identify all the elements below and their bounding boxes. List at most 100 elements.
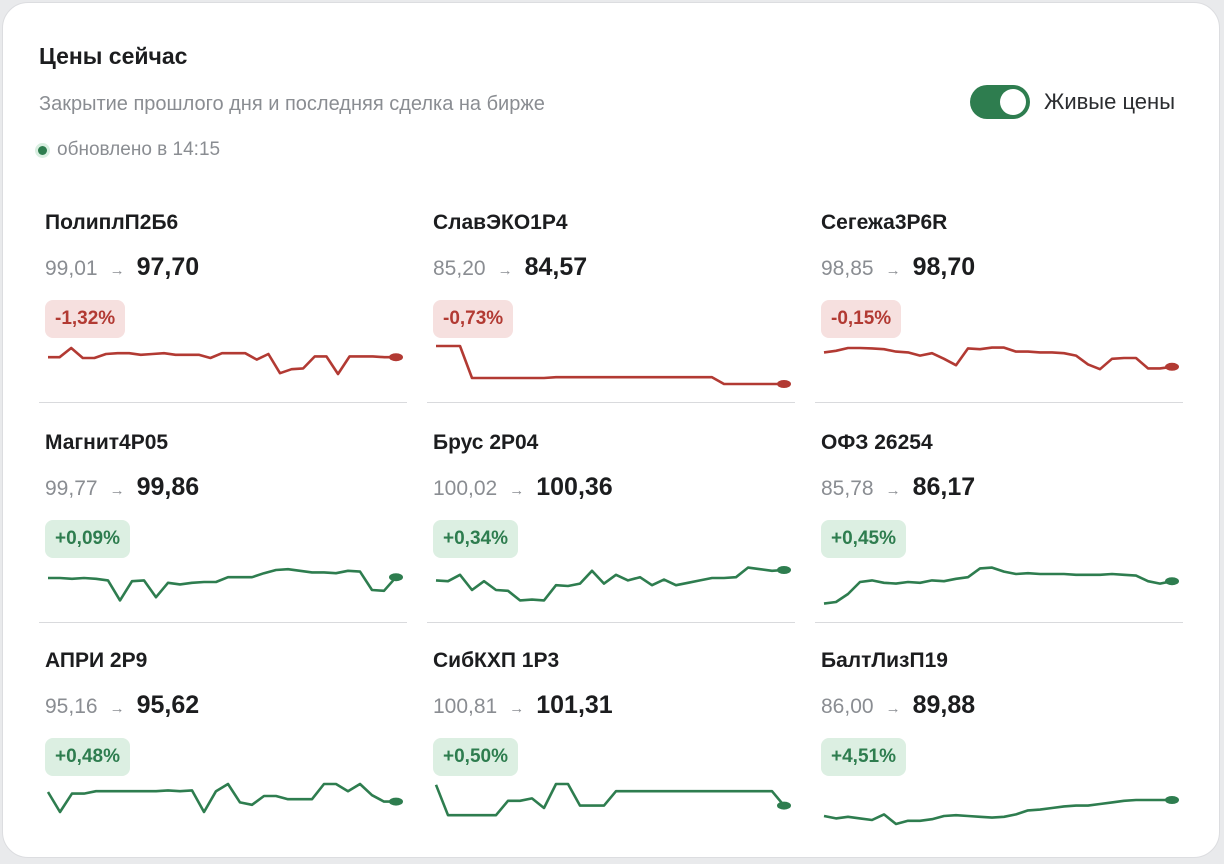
price-pair: 100,02 → 100,36 (433, 473, 613, 502)
change-badge: -0,73% (433, 300, 514, 338)
bond-name: АПРИ 2Р9 (45, 649, 148, 672)
price-pair: 95,16 → 95,62 (45, 691, 199, 720)
sparkline-end-marker (1165, 577, 1179, 586)
sparkline-end-marker (777, 380, 791, 388)
bond-name: Брус 2Р04 (433, 431, 539, 454)
bond-name: Сегежа3Р6R (821, 211, 948, 234)
sparkline (436, 344, 791, 388)
arrow-right-icon: → (509, 700, 525, 717)
change-badge: +0,50% (433, 738, 518, 776)
updated-time-text: обновлено в 14:15 (57, 139, 221, 160)
live-prices-label[interactable]: Живые цены (1044, 89, 1176, 114)
bond-card[interactable]: БалтЛизП19 86,00 → 89,88 +4,51% (815, 623, 1183, 841)
last-price: 100,36 (536, 473, 613, 501)
sparkline (46, 782, 403, 814)
bond-card[interactable]: ПолиплП2Б6 99,01 → 97,70 -1,32% (39, 185, 407, 403)
price-pair: 86,00 → 89,88 (821, 691, 975, 720)
sparkline-end-marker (389, 573, 403, 582)
arrow-right-icon: → (885, 482, 901, 499)
last-price: 89,88 (912, 691, 976, 719)
sparkline (823, 346, 1179, 371)
change-badge: +0,45% (821, 520, 906, 558)
arrow-right-icon: → (109, 482, 125, 499)
previous-close: 85,20 (433, 257, 486, 280)
update-status: обновлено в 14:15 (35, 139, 220, 161)
sparkline (434, 782, 791, 817)
change-badge: +0,09% (45, 520, 130, 558)
sparkline-path (436, 344, 784, 386)
price-pair: 98,85 → 98,70 (821, 253, 975, 282)
sparkline-path (48, 567, 397, 602)
bond-card[interactable]: Сегежа3Р6R 98,85 → 98,70 -0,15% (815, 185, 1183, 403)
last-price: 99,86 (136, 473, 200, 501)
arrow-right-icon: → (885, 262, 901, 279)
card-title: Цены сейчас (39, 43, 188, 69)
sparkline-end-marker (777, 801, 791, 810)
arrow-right-icon: → (509, 482, 525, 499)
sparkline-path (434, 782, 785, 817)
toggle-knob (1000, 89, 1026, 115)
previous-close: 100,02 (433, 477, 498, 500)
arrow-right-icon: → (497, 262, 513, 279)
sparkline-end-marker (777, 566, 791, 574)
price-pair: 99,77 → 99,86 (45, 473, 199, 502)
bond-card[interactable]: АПРИ 2Р9 95,16 → 95,62 +0,48% (39, 623, 407, 841)
previous-close: 99,01 (45, 257, 98, 280)
bond-card[interactable]: Магнит4Р05 99,77 → 99,86 +0,09% (39, 405, 407, 623)
bond-name: ОФЗ 26254 (821, 431, 933, 454)
sparkline (48, 346, 403, 376)
bond-card[interactable]: ОФЗ 26254 85,78 → 86,17 +0,45% (815, 405, 1183, 623)
bond-name: СлавЭКО1Р4 (433, 211, 568, 234)
sparkline (435, 566, 791, 602)
live-prices-toggle-group[interactable]: Живые цены (970, 85, 1175, 119)
previous-close: 98,85 (821, 257, 874, 280)
previous-close: 86,00 (821, 695, 874, 718)
bond-card[interactable]: СибКХП 1Р3 100,81 → 101,31 +0,50% (427, 623, 795, 841)
sparkline-path (823, 566, 1173, 605)
live-prices-toggle[interactable] (970, 85, 1030, 119)
sparkline-end-marker (1165, 362, 1179, 371)
last-price: 84,57 (524, 253, 588, 281)
bond-name: СибКХП 1Р3 (433, 649, 560, 672)
change-badge: +0,48% (45, 738, 130, 776)
previous-close: 85,78 (821, 477, 874, 500)
bond-name: ПолиплП2Б6 (45, 211, 179, 234)
change-badge: -1,32% (45, 300, 126, 338)
previous-close: 99,77 (45, 477, 98, 500)
price-pair: 99,01 → 97,70 (45, 253, 199, 282)
sparkline-path (435, 566, 785, 602)
price-pair: 85,78 → 86,17 (821, 473, 975, 502)
arrow-right-icon: → (885, 700, 901, 717)
last-price: 101,31 (536, 691, 613, 719)
price-pair: 100,81 → 101,31 (433, 691, 613, 720)
sparkline-end-marker (1165, 796, 1179, 804)
sparkline-path (823, 346, 1173, 371)
bond-name: БалтЛизП19 (821, 649, 948, 672)
previous-close: 100,81 (433, 695, 498, 718)
last-price: 86,17 (912, 473, 976, 501)
arrow-right-icon: → (109, 262, 125, 279)
sparkline (823, 796, 1179, 826)
sparkline-end-marker (389, 353, 403, 362)
bond-card[interactable]: Брус 2Р04 100,02 → 100,36 +0,34% (427, 405, 795, 623)
last-price: 98,70 (912, 253, 976, 281)
card-subtitle: Закрытие прошлого дня и последняя сделка… (39, 93, 545, 115)
sparkline (823, 566, 1179, 605)
bond-name: Магнит4Р05 (45, 431, 169, 454)
sparkline-path (46, 782, 396, 814)
sparkline-end-marker (389, 797, 403, 806)
change-badge: +0,34% (433, 520, 518, 558)
live-status-dot-icon (38, 145, 47, 155)
last-price: 97,70 (136, 253, 200, 281)
bond-card[interactable]: СлавЭКО1Р4 85,20 → 84,57 -0,73% (427, 185, 795, 403)
change-badge: -0,15% (821, 300, 902, 338)
previous-close: 95,16 (45, 695, 98, 718)
arrow-right-icon: → (109, 700, 125, 717)
change-badge: +4,51% (821, 738, 906, 776)
last-price: 95,62 (136, 691, 200, 719)
sparkline-path (48, 346, 396, 376)
sparkline (48, 567, 403, 602)
price-pair: 85,20 → 84,57 (433, 253, 587, 282)
sparkline-path (823, 798, 1172, 826)
